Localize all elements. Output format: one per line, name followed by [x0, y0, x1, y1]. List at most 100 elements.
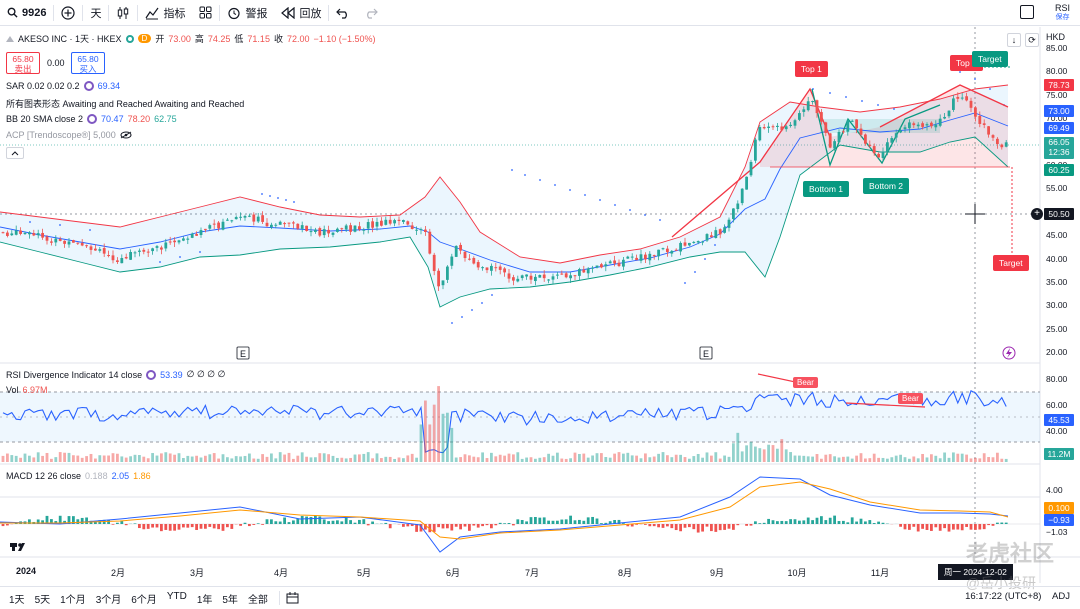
macd-bar — [859, 518, 863, 524]
bb-legend[interactable]: BB 20 SMA close 2 70.47 78.20 62.75 — [6, 114, 177, 124]
layouts-button[interactable] — [192, 0, 219, 26]
macd-bar — [622, 523, 625, 524]
candle-body — [604, 264, 608, 267]
buy-button[interactable]: 65.80 买入 — [71, 52, 105, 74]
chart-area[interactable]: E E AKESO INC · 1天 · HKEX D 开 73.00 高 74.2… — [0, 27, 1080, 591]
settings-icon[interactable] — [83, 81, 94, 91]
interval-button[interactable]: 天 — [83, 0, 108, 26]
collapse-arrow-icon[interactable] — [6, 35, 14, 42]
candle-body — [221, 221, 225, 230]
macd-bar — [454, 524, 458, 527]
earnings-marker[interactable]: E — [236, 346, 250, 360]
range-button[interactable]: 3个月 — [95, 594, 122, 606]
range-button[interactable]: YTD — [166, 590, 187, 602]
volume-bar — [353, 454, 357, 462]
reset-chart-button[interactable]: ⟳ — [1025, 33, 1039, 47]
candle-body — [252, 214, 256, 222]
candle-body — [490, 265, 493, 271]
macd-bar — [806, 517, 810, 524]
lightning-icon[interactable] — [1002, 346, 1016, 360]
pattern-tag-target-up: Target — [972, 51, 1008, 67]
alert-button[interactable]: 警报 — [220, 0, 274, 26]
range-button[interactable]: 全部 — [247, 594, 268, 606]
range-button[interactable]: 1个月 — [60, 594, 86, 606]
sar-legend[interactable]: SAR 0.02 0.02 0.2 69.34 — [6, 81, 120, 91]
volume-bar — [164, 452, 168, 462]
volume-bar — [476, 457, 480, 462]
candle-body — [314, 229, 317, 232]
volume-bar — [1000, 458, 1004, 462]
vol-legend[interactable]: Vol 6.97M — [6, 385, 48, 395]
range-button[interactable]: 5年 — [222, 594, 238, 606]
candle-body — [274, 224, 278, 226]
macd-bar — [503, 523, 506, 524]
add-alert-plus-icon[interactable]: + — [1031, 208, 1043, 220]
candle-body — [859, 128, 863, 135]
range-button[interactable]: 1天 — [9, 594, 25, 606]
volume-bar — [842, 456, 845, 462]
redo-button[interactable] — [357, 0, 385, 26]
macd-bar — [309, 516, 313, 524]
fullscreen-button[interactable] — [1020, 5, 1034, 19]
candle-body — [705, 234, 709, 241]
macd-bar — [534, 516, 537, 524]
collapse-legend-button[interactable] — [6, 147, 24, 159]
range-button[interactable]: 1年 — [196, 594, 213, 606]
volume-bar — [397, 457, 401, 462]
macd-bar — [142, 524, 146, 530]
macd-bar — [714, 524, 718, 532]
candle-body — [362, 229, 366, 231]
rsi-legend[interactable]: RSI Divergence Indicator 14 close 53.39 … — [6, 369, 225, 380]
eye-off-icon[interactable] — [120, 131, 132, 139]
candle-body — [72, 240, 75, 243]
volume-bar — [98, 455, 102, 462]
candle-body — [168, 241, 172, 243]
indicators-button[interactable]: 指标 — [138, 0, 192, 26]
price-label-73: 73.00 — [1044, 105, 1074, 117]
volume-bar — [318, 453, 322, 462]
macd-b-label: −0.93 — [1044, 514, 1074, 526]
macd-bar — [982, 524, 986, 530]
macd-bar — [94, 521, 97, 524]
macd-bar — [336, 520, 339, 524]
volume-bar — [622, 453, 625, 462]
time-tick: 7月 — [524, 568, 540, 578]
candle-body — [358, 226, 361, 230]
chart-canvas[interactable]: E E — [0, 27, 1080, 583]
candle-body — [600, 264, 603, 268]
date-range-icon[interactable] — [286, 591, 300, 605]
clock[interactable]: 16:17:22 (UTC+8) ADJ — [965, 591, 1070, 602]
settings-icon[interactable] — [87, 114, 98, 124]
volume-bar — [798, 455, 801, 462]
macd-bar — [842, 520, 845, 524]
volume-bar — [582, 453, 586, 462]
layout-name-button[interactable]: RSI 保存 — [1055, 3, 1070, 23]
volume-bar — [670, 457, 674, 462]
volume-bar — [908, 458, 911, 462]
macd-bar — [239, 524, 242, 526]
earnings-marker[interactable]: E — [699, 346, 713, 360]
volume-bar — [674, 454, 678, 462]
range-button[interactable]: 6个月 — [131, 594, 157, 606]
replay-button[interactable]: 回放 — [274, 0, 328, 26]
symbol-search[interactable]: 9926 — [0, 0, 53, 26]
acp-legend[interactable]: ACP [Trendoscope®] 5,000 — [6, 130, 132, 140]
sell-button[interactable]: 65.80 卖出 — [6, 52, 40, 74]
candle-body — [556, 274, 559, 276]
compare-button[interactable] — [54, 0, 82, 26]
macd-legend[interactable]: MACD 12 26 close 0.188 2.05 1.86 — [6, 471, 151, 481]
currency-label[interactable]: HKD — [1046, 32, 1066, 42]
volume-bar — [177, 453, 181, 462]
volume-bar — [168, 453, 172, 462]
scroll-to-end-button[interactable]: ↓ — [1007, 33, 1021, 47]
macd-bar — [107, 519, 110, 524]
adj-toggle[interactable]: ADJ — [1052, 591, 1070, 602]
macd-bar — [133, 523, 137, 524]
macd-bar — [850, 517, 854, 524]
settings-icon[interactable] — [146, 369, 157, 380]
pattern-legend[interactable]: 所有图表形态 Awaiting and Reached Awaiting and… — [6, 97, 244, 110]
undo-button[interactable] — [329, 0, 357, 26]
chart-type-button[interactable] — [109, 0, 137, 26]
tradingview-logo[interactable] — [10, 543, 25, 551]
range-button[interactable]: 5天 — [34, 594, 51, 606]
